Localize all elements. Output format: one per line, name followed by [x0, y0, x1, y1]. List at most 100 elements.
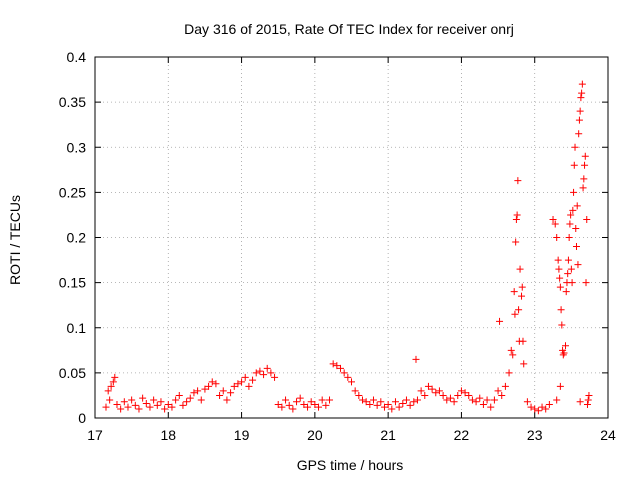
data-point [424, 382, 432, 390]
data-point [576, 107, 584, 115]
data-point [511, 310, 519, 318]
data-point [556, 382, 564, 390]
data-point [300, 400, 308, 408]
y-tick-label: 0.35 [59, 94, 86, 110]
chart-title: Day 316 of 2015, Rate Of TEC Index for r… [184, 21, 514, 37]
data-point [391, 398, 399, 406]
data-point [487, 403, 495, 411]
data-point [573, 202, 581, 210]
data-point [498, 391, 506, 399]
y-tick-label: 0 [78, 410, 86, 426]
data-point [551, 220, 559, 228]
y-tick-labels: 0 0.05 0.1 0.15 0.2 0.25 0.3 0.35 0.4 [59, 49, 86, 426]
data-point [527, 403, 535, 411]
data-point [124, 403, 132, 411]
data-point [256, 367, 264, 375]
data-point [581, 161, 589, 169]
data-point [518, 283, 526, 291]
data-point [263, 364, 271, 372]
data-point [569, 206, 577, 214]
data-point [554, 256, 562, 264]
data-point [260, 371, 268, 379]
data-point [358, 396, 366, 404]
data-point [567, 265, 575, 273]
data-point [216, 391, 224, 399]
data-point [201, 385, 209, 393]
data-point [561, 342, 569, 350]
data-point [111, 373, 119, 381]
data-point [559, 351, 567, 359]
axis-ticks [94, 56, 609, 419]
data-point [102, 403, 110, 411]
data-point [271, 373, 279, 381]
data-point [113, 400, 121, 408]
x-tick-label: 17 [87, 427, 103, 443]
data-point [501, 382, 509, 390]
data-point [428, 385, 436, 393]
data-point [583, 215, 591, 223]
data-point [197, 396, 205, 404]
data-point [205, 382, 213, 390]
data-point [580, 175, 588, 183]
x-tick-label: 21 [380, 427, 396, 443]
data-point [157, 398, 165, 406]
data-point [557, 306, 565, 314]
data-point [410, 398, 418, 406]
data-point [399, 400, 407, 408]
data-point [567, 211, 575, 219]
data-point [333, 362, 341, 370]
data-point [549, 215, 557, 223]
data-point [531, 405, 539, 413]
data-point [572, 243, 580, 251]
data-point [344, 373, 352, 381]
data-point [519, 337, 527, 345]
data-point [417, 387, 425, 395]
data-point [494, 387, 502, 395]
data-point [439, 391, 447, 399]
data-point [315, 403, 323, 411]
data-point [472, 398, 480, 406]
data-point [457, 387, 465, 395]
x-tick-label: 18 [160, 427, 176, 443]
data-point [578, 80, 586, 88]
y-tick-label: 0.1 [67, 320, 87, 336]
y-tick-label: 0.05 [59, 365, 86, 381]
data-point [230, 382, 238, 390]
data-point [565, 234, 573, 241]
data-point [518, 292, 526, 300]
data-point [564, 270, 572, 278]
data-point [584, 396, 592, 404]
data-point [304, 403, 312, 411]
y-tick-label: 0.25 [59, 184, 86, 200]
data-point [107, 382, 115, 390]
data-point [479, 400, 487, 408]
data-point [516, 265, 524, 273]
data-point [219, 387, 227, 395]
data-point [514, 177, 522, 185]
data-point [377, 398, 385, 406]
data-point [337, 364, 345, 372]
data-point [106, 396, 114, 404]
data-point [577, 94, 585, 102]
data-point [362, 398, 370, 406]
data-point [558, 321, 566, 329]
y-tick-label: 0.4 [67, 49, 87, 65]
data-point [318, 396, 326, 404]
data-point [432, 389, 440, 397]
data-point [326, 396, 334, 404]
x-tick-label: 20 [307, 427, 323, 443]
data-point [194, 387, 202, 395]
data-point [322, 401, 330, 409]
data-point [267, 369, 275, 377]
data-point [150, 396, 158, 404]
data-point [311, 400, 319, 408]
data-point [153, 401, 161, 409]
data-point [186, 394, 194, 402]
data-point [351, 387, 359, 395]
data-point [476, 394, 484, 402]
data-point [369, 396, 377, 404]
data-point [556, 274, 564, 282]
data-point [566, 220, 574, 228]
data-point [585, 391, 593, 399]
